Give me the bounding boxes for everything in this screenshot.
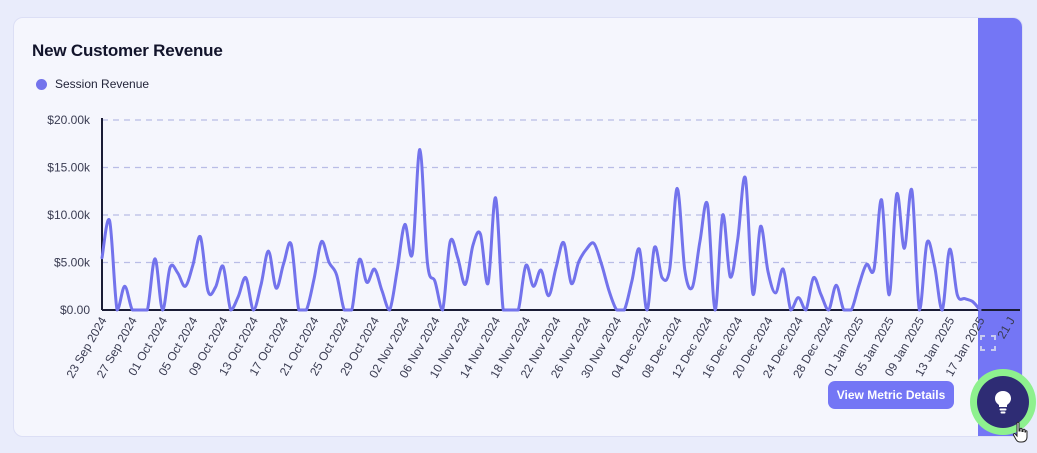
hand-pointer-icon — [1012, 421, 1028, 443]
side-panel-strip — [978, 18, 1022, 436]
chart-card: New Customer Revenue Session Revenue — [13, 17, 1023, 437]
legend[interactable]: Session Revenue — [36, 77, 149, 91]
view-metric-details-button[interactable]: View Metric Details — [828, 381, 954, 409]
y-tick-label: $20.00k — [47, 113, 91, 127]
y-axis-ticks: $0.00 $5.00k $10.00k $15.00k $20.00k — [47, 113, 91, 317]
y-tick-label: $15.00k — [47, 161, 91, 175]
expand-icon[interactable] — [980, 335, 996, 351]
fab-button[interactable] — [977, 376, 1029, 428]
card-title: New Customer Revenue — [32, 41, 223, 60]
legend-swatch — [36, 78, 47, 90]
insights-fab[interactable] — [970, 369, 1036, 435]
lightbulb-icon — [995, 391, 1011, 414]
y-tick-label: $5.00k — [54, 256, 91, 270]
series-line-session-revenue[interactable] — [100, 147, 982, 312]
x-tick-label: 21 J — [994, 315, 1017, 342]
y-tick-label: $10.00k — [47, 208, 91, 222]
y-tick-label: $0.00 — [60, 303, 90, 317]
legend-label: Session Revenue — [55, 77, 150, 91]
grid-lines — [102, 119, 980, 264]
